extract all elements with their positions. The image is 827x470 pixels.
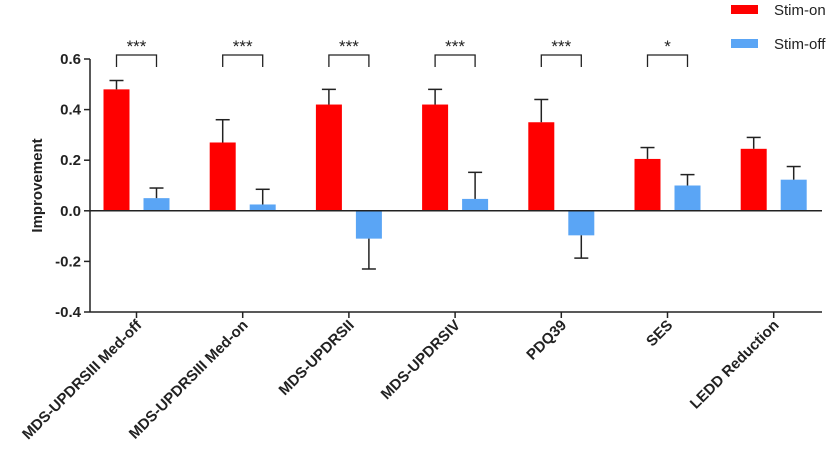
significance-label: *** [339, 37, 359, 56]
x-tick-label: MDS-UPDRSII [276, 317, 358, 399]
x-tick-label: MDS-UPDRSIV [378, 317, 464, 403]
legend-label-stim-on: Stim-on [774, 2, 826, 19]
significance-label: * [664, 37, 671, 56]
significance-bracket [115, 54, 158, 67]
bar-stim-off [674, 185, 701, 211]
bar-stim-off [462, 198, 489, 211]
x-tick-label: MDS-UPDRSIII Med-off [19, 316, 146, 443]
y-tick-label: -0.4 [55, 304, 82, 321]
significance-label: *** [551, 37, 571, 56]
significance-bracket [434, 54, 476, 67]
significance-label: *** [233, 37, 253, 56]
legend-swatch-stim-on [731, 5, 758, 14]
x-tick-label: PDQ39 [523, 317, 570, 364]
y-axis-label: Improvement [29, 138, 46, 232]
y-tick-label: 0.6 [60, 51, 81, 68]
bar-stim-on [315, 104, 342, 211]
legend-label-stim-off: Stim-off [774, 36, 826, 53]
bar-stim-on [634, 158, 661, 211]
bar-stim-off [249, 204, 276, 211]
x-tick-label: MDS-UPDRSIII Med-on [126, 317, 252, 443]
y-tick-label: 0.2 [60, 152, 81, 169]
bar-stim-on [103, 89, 130, 211]
bar-stim-off [355, 210, 382, 239]
x-tick-label: LEDD Reduction [687, 317, 783, 413]
significance-label: *** [127, 37, 147, 56]
bar-stim-on [422, 104, 449, 211]
bar-stim-off [780, 179, 807, 211]
bar-stim-on [740, 148, 767, 211]
legend-swatch-stim-off [731, 39, 758, 48]
bar-stim-off [568, 210, 595, 236]
x-tick-label: SES [643, 317, 676, 350]
significance-bracket [222, 54, 264, 67]
significance-label: *** [445, 37, 465, 56]
significance-bracket [328, 54, 370, 67]
y-tick-label: 0.4 [60, 102, 82, 119]
significance-bracket [540, 54, 582, 67]
y-tick-label: -0.2 [55, 253, 81, 270]
bar-stim-off [143, 198, 170, 211]
significance-bracket [646, 54, 689, 67]
bar-stim-on [209, 142, 236, 211]
y-tick-label: 0.0 [60, 203, 81, 220]
bar-stim-on [528, 122, 555, 211]
